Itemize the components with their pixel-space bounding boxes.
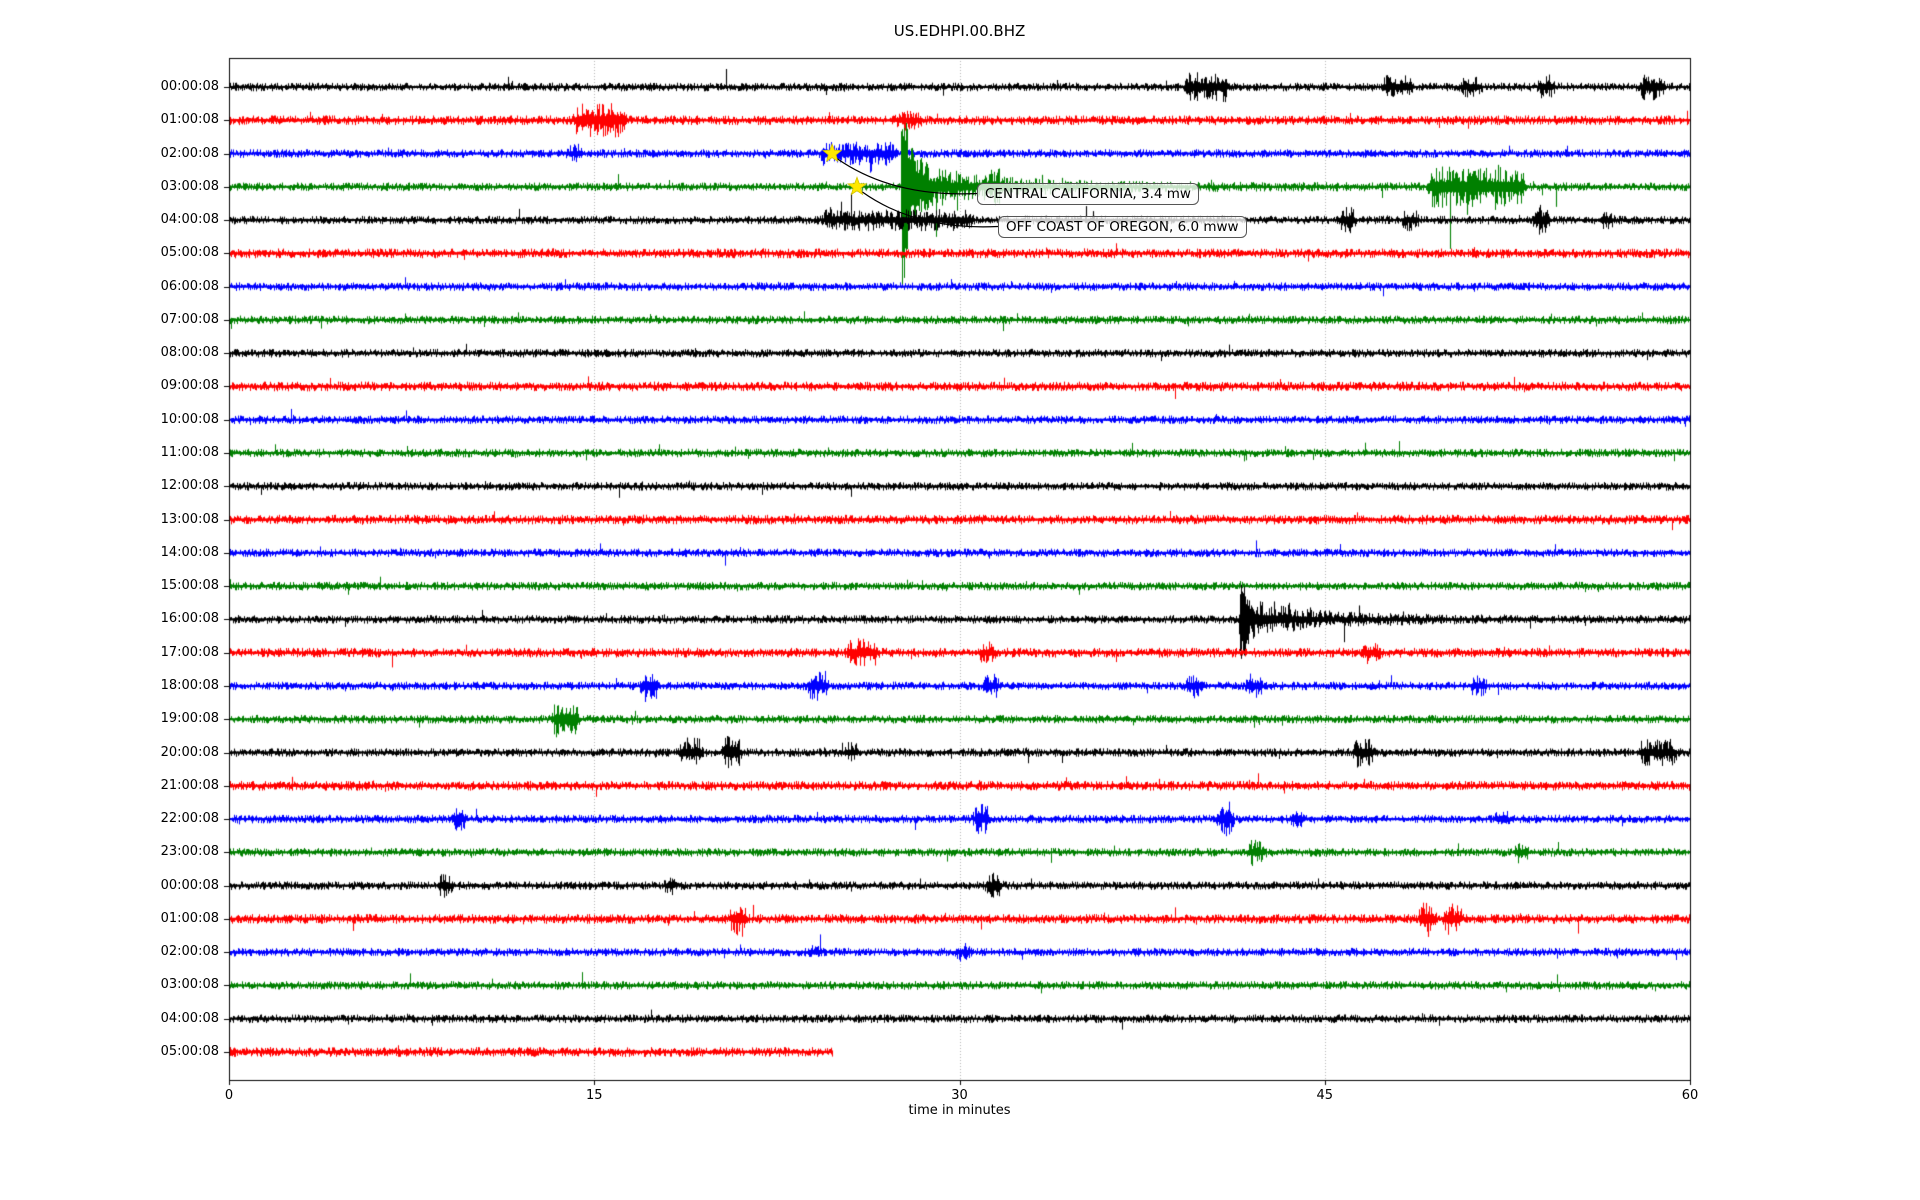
- event-annotation-central-california: CENTRAL CALIFORNIA, 3.4 mw: [977, 183, 1199, 205]
- annotation-connector-line: [836, 158, 978, 195]
- earthquake-star-marker: [846, 176, 868, 196]
- annotation-connector-line: [861, 191, 999, 228]
- event-annotation-off-coast-of-oregon: OFF COAST OF OREGON, 6.0 mww: [998, 216, 1247, 238]
- earthquake-star-marker: [822, 142, 843, 163]
